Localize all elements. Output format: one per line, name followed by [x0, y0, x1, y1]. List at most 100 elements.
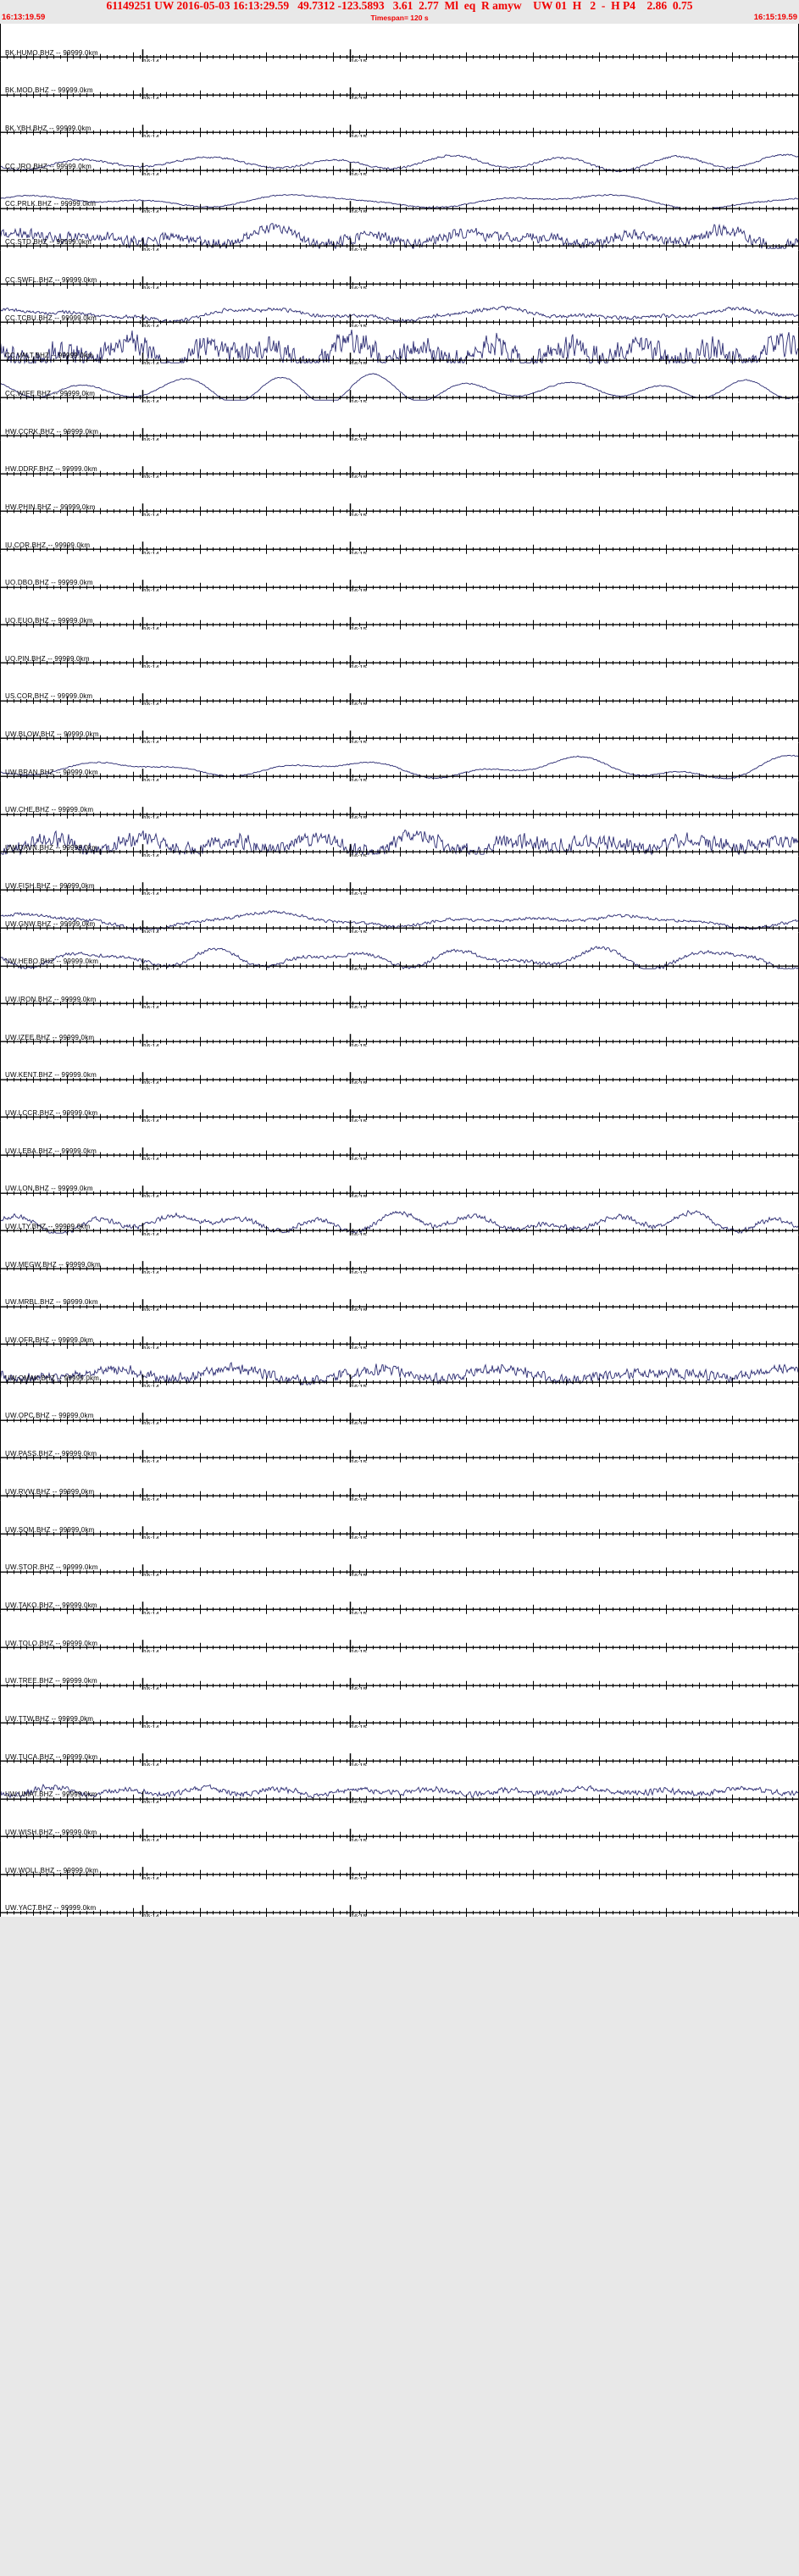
trace-row[interactable]: UW.GNW.BHZ -- 99999.0km 16:14 16:15 [0, 894, 799, 933]
trace-row[interactable]: UW.WOLL.BHZ -- 99999.0km 16:14 16:15 [0, 1841, 799, 1879]
time-tick-label: 16:14 [143, 814, 159, 819]
trace-row[interactable]: UW.FISH.BHZ -- 99999.0km 16:14 16:15 [0, 857, 799, 895]
trace-label: HW.PHIN.BHZ -- 99999.0km [5, 502, 96, 511]
trace-row[interactable]: HW.CCRK.BHZ -- 99999.0km 16:14 16:15 [0, 402, 799, 441]
trace-row[interactable]: BK.MOD.BHZ -- 99999.0km 16:14 16:15 [0, 61, 799, 100]
time-tick-label: 16:15 [351, 511, 367, 516]
trace-label: BK.MOD.BHZ -- 99999.0km [5, 86, 93, 95]
trace-row[interactable]: UW.IZEE.BHZ -- 99999.0km 16:14 16:15 [0, 1008, 799, 1046]
trace-row[interactable]: UW.IRON.BHZ -- 99999.0km 16:14 16:15 [0, 970, 799, 1008]
trace-label: UW.PASS.BHZ -- 99999.0km [5, 1450, 97, 1458]
trace-row[interactable]: UW.LEBA.BHZ -- 99999.0km 16:14 16:15 [0, 1121, 799, 1160]
trace-row[interactable]: UW.UMAT.BHZ -- 99999.0km 16:14 16:15 [0, 1765, 799, 1804]
time-tick-label: 16:14 [143, 776, 159, 781]
trace-label: UW.HEBO.BHZ -- 99999.0km [5, 958, 99, 966]
trace-row[interactable]: CC.JRO.BHZ -- 99999.0km 16:14 16:15 [0, 137, 799, 175]
trace-row[interactable]: UW.TUCA.BHZ -- 99999.0km 16:14 16:15 [0, 1727, 799, 1766]
trace-row[interactable]: CC.VALT.BHZ -- 99999.0km 16:14 16:15 [0, 326, 799, 365]
time-tick-label: 16:15 [351, 1003, 367, 1008]
trace-label: UW.WOLL.BHZ -- 99999.0km [5, 1866, 99, 1874]
trace-row[interactable]: UW.OPC.BHZ -- 99999.0km 16:14 16:15 [0, 1386, 799, 1425]
time-tick-label: 16:14 [143, 247, 159, 252]
trace-row[interactable]: UO.EUO.BHZ -- 99999.0km 16:14 16:15 [0, 591, 799, 630]
time-tick-label: 16:14 [143, 1799, 159, 1804]
time-tick-label: 16:14 [143, 1874, 159, 1879]
time-tick-label: 16:15 [351, 1307, 367, 1312]
trace-label: HW.DDRF.BHZ -- 99999.0km [5, 465, 97, 474]
trace-label: CC.WIFE.BHZ -- 99999.0km [5, 389, 96, 397]
time-tick-label: 16:14 [143, 170, 159, 175]
trace-row[interactable]: UW.PASS.BHZ -- 99999.0km 16:14 16:15 [0, 1424, 799, 1463]
time-tick-label: 16:14 [143, 549, 159, 554]
trace-row[interactable]: BK.HUMO.BHZ -- 99999.0km 16:14 16:15 [0, 24, 799, 62]
trace-row[interactable]: HW.DDRF.BHZ -- 99999.0km 16:14 16:15 [0, 440, 799, 479]
trace-label: UW.YACT.BHZ -- 99999.0km [5, 1904, 97, 1913]
trace-label: UW.OMAK.BHZ -- 99999.0km [5, 1374, 100, 1382]
trace-row[interactable]: IU.COR.BHZ -- 99999.0km 16:14 16:15 [0, 515, 799, 554]
trace-row[interactable]: UW.TTW.BHZ -- 99999.0km 16:14 16:15 [0, 1690, 799, 1728]
time-tick-label: 16:15 [351, 1685, 367, 1690]
trace-row[interactable]: UW.KENT.BHZ -- 99999.0km 16:14 16:15 [0, 1046, 799, 1085]
time-tick-label: 16:15 [351, 890, 367, 895]
time-tick-label: 16:15 [351, 1231, 367, 1235]
trace-row[interactable]: UW.RVW.BHZ -- 99999.0km 16:14 16:15 [0, 1463, 799, 1501]
trace-row[interactable]: CC.SWFL.BHZ -- 99999.0km 16:14 16:15 [0, 251, 799, 289]
trace-row[interactable]: UW.MEGW.BHZ -- 99999.0km 16:14 16:15 [0, 1235, 799, 1274]
trace-row[interactable]: UW.STOR.BHZ -- 99999.0km 16:14 16:15 [0, 1538, 799, 1577]
trace-row[interactable]: UW.LON.BHZ -- 99999.0km 16:14 16:15 [0, 1159, 799, 1198]
trace-row[interactable]: UW.MRBL.BHZ -- 99999.0km 16:14 16:15 [0, 1273, 799, 1312]
time-tick-label: 16:14 [143, 1723, 159, 1728]
trace-row[interactable]: CC.PRLK.BHZ -- 99999.0km 16:14 16:15 [0, 175, 799, 214]
trace-row[interactable]: US.COR.BHZ -- 99999.0km 16:14 16:15 [0, 667, 799, 706]
trace-label: UO.EUO.BHZ -- 99999.0km [5, 617, 93, 625]
trace-row[interactable]: UO.PIN.BHZ -- 99999.0km 16:14 16:15 [0, 630, 799, 668]
trace-row[interactable]: CC.TCBU.BHZ -- 99999.0km 16:14 16:15 [0, 288, 799, 327]
trace-row[interactable]: UW.LTY.BHZ -- 99999.0km 16:14 16:15 [0, 1197, 799, 1235]
trace-row[interactable]: UW.DAVN.BHZ -- 99999.0km 16:14 16:15 [0, 819, 799, 858]
trace-row[interactable]: CC.WIFE.BHZ -- 99999.0km 16:14 16:15 [0, 364, 799, 402]
trace-row[interactable]: UW.TREE.BHZ -- 99999.0km 16:14 16:15 [0, 1652, 799, 1690]
event-summary-line: 61149251 UW 2016-05-03 16:13:29.59 49.73… [106, 0, 693, 12]
trace-label: UW.LON.BHZ -- 99999.0km [5, 1185, 93, 1193]
start-time-label: 16:13:19.59 [2, 13, 46, 22]
trace-label: CC.VALT.BHZ -- 99999.0km [5, 352, 94, 360]
time-tick-label: 16:15 [351, 1723, 367, 1728]
trace-row[interactable]: UW.WISH.BHZ -- 99999.0km 16:14 16:15 [0, 1803, 799, 1841]
trace-label: UW.FISH.BHZ -- 99999.0km [5, 881, 95, 890]
trace-row[interactable]: UW.YACT.BHZ -- 99999.0km 16:14 16:15 [0, 1879, 799, 1918]
trace-row[interactable]: UO.DBO.BHZ -- 99999.0km 16:14 16:15 [0, 553, 799, 592]
trace-row[interactable]: UW.TOLO.BHZ -- 99999.0km 16:14 16:15 [0, 1613, 799, 1652]
time-tick-label: 16:15 [351, 1837, 367, 1841]
trace-row[interactable]: UW.LCCR.BHZ -- 99999.0km 16:14 16:15 [0, 1084, 799, 1122]
time-tick-label: 16:14 [143, 208, 159, 214]
time-tick-label: 16:14 [143, 1534, 159, 1539]
trace-row[interactable]: UW.TAKO.BHZ -- 99999.0km 16:14 16:15 [0, 1576, 799, 1614]
trace-row[interactable]: UW.BRAN.BHZ -- 99999.0km 16:14 16:15 [0, 743, 799, 781]
time-tick-label: 16:14 [143, 322, 159, 327]
time-tick-label: 16:15 [351, 625, 367, 630]
time-tick-label: 16:15 [351, 57, 367, 62]
time-tick-label: 16:15 [351, 1155, 367, 1160]
trace-label: UW.STOR.BHZ -- 99999.0km [5, 1563, 98, 1572]
trace-row[interactable]: UW.HEBO.BHZ -- 99999.0km 16:14 16:15 [0, 932, 799, 971]
trace-label: UO.PIN.BHZ -- 99999.0km [5, 654, 90, 663]
trace-label: UW.BLOW.BHZ -- 99999.0km [5, 730, 99, 739]
time-tick-label: 16:14 [143, 1685, 159, 1690]
trace-label: UW.IRON.BHZ -- 99999.0km [5, 995, 97, 1003]
time-tick-label: 16:15 [351, 776, 367, 781]
trace-row[interactable]: UW.BLOW.BHZ -- 99999.0km 16:14 16:15 [0, 705, 799, 744]
time-tick-label: 16:15 [351, 1382, 367, 1387]
trace-row[interactable]: UW.CHE.BHZ -- 99999.0km 16:14 16:15 [0, 780, 799, 819]
trace-label: CC.SWFL.BHZ -- 99999.0km [5, 275, 97, 284]
trace-row[interactable]: BK.YBH.BHZ -- 99999.0km 16:14 16:15 [0, 99, 799, 138]
trace-row[interactable]: CC.STD.BHZ -- 99999.0km 16:14 16:15 [0, 213, 799, 252]
trace-label: UW.LCCR.BHZ -- 99999.0km [5, 1108, 98, 1117]
time-tick-label: 16:14 [143, 890, 159, 895]
trace-row[interactable]: UW.OFR.BHZ -- 99999.0km 16:14 16:15 [0, 1311, 799, 1350]
trace-row[interactable]: UW.OMAK.BHZ -- 99999.0km 16:14 16:15 [0, 1349, 799, 1387]
trace-row[interactable]: HW.PHIN.BHZ -- 99999.0km 16:14 16:15 [0, 478, 799, 516]
time-tick-label: 16:15 [351, 208, 367, 214]
time-tick-label: 16:14 [143, 474, 159, 479]
time-tick-label: 16:14 [143, 1382, 159, 1387]
trace-row[interactable]: UW.SQM.BHZ -- 99999.0km 16:14 16:15 [0, 1500, 799, 1539]
